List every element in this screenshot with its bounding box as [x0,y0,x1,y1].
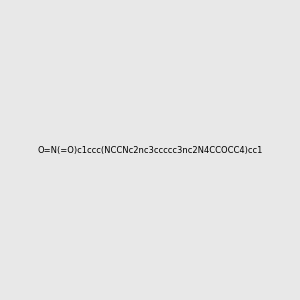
Text: O=N(=O)c1ccc(NCCNc2nc3ccccc3nc2N4CCOCC4)cc1: O=N(=O)c1ccc(NCCNc2nc3ccccc3nc2N4CCOCC4)… [37,146,263,154]
